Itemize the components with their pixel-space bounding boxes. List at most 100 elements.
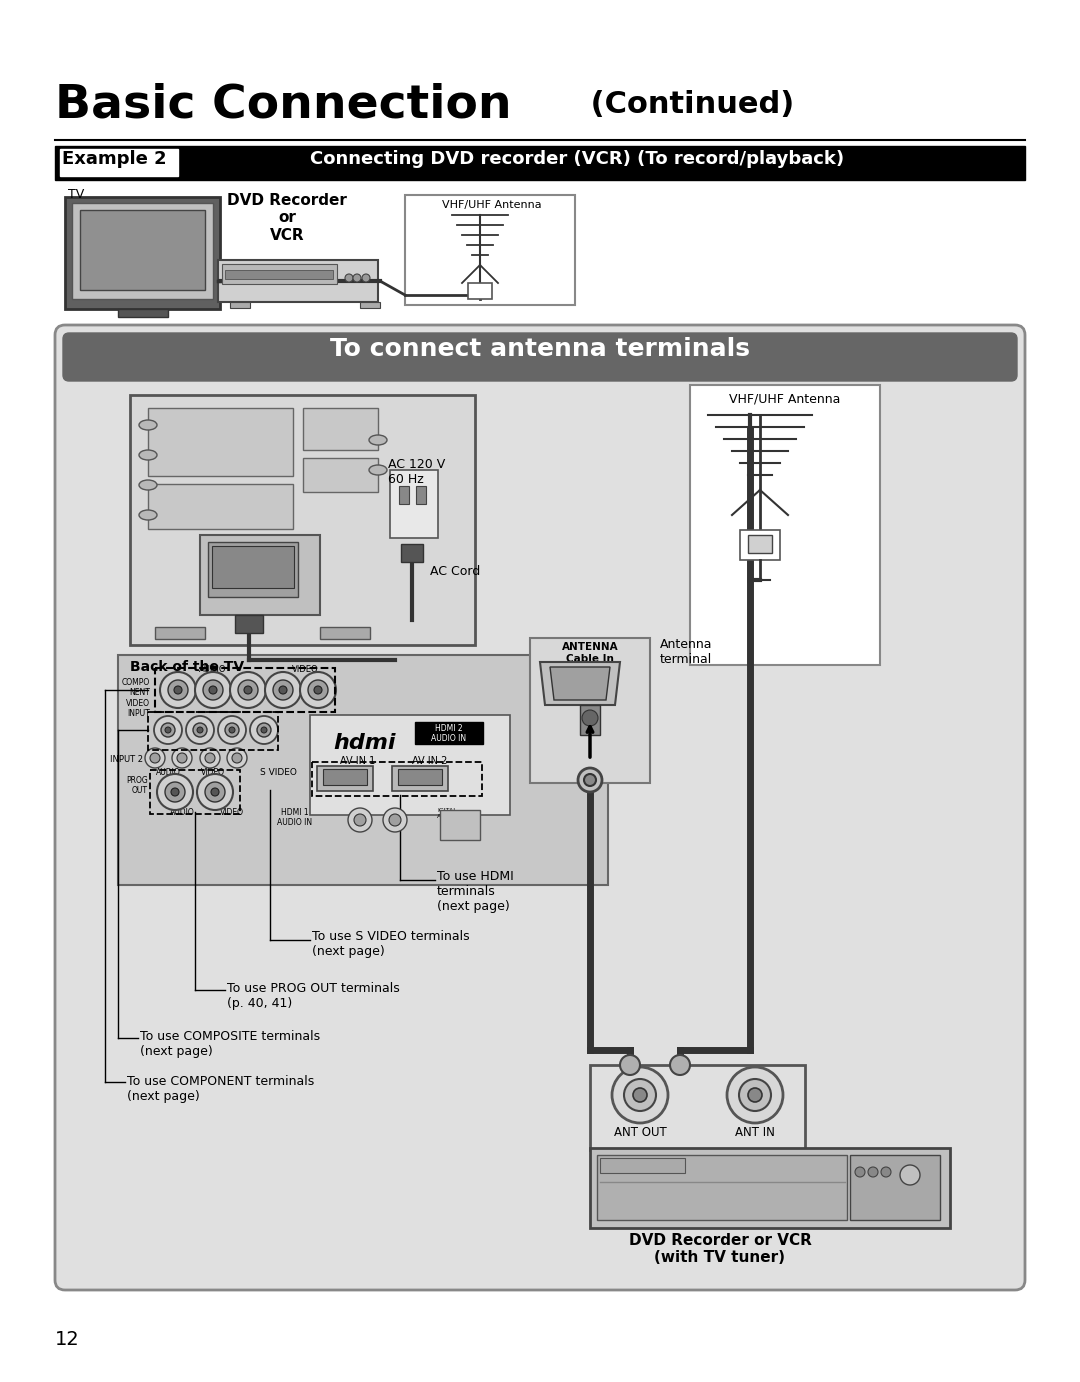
FancyBboxPatch shape <box>63 333 1017 381</box>
Bar <box>312 761 482 796</box>
Bar <box>530 638 650 784</box>
Ellipse shape <box>369 435 387 445</box>
Bar <box>399 486 409 504</box>
Circle shape <box>244 685 252 694</box>
Circle shape <box>171 788 179 796</box>
Ellipse shape <box>369 464 387 475</box>
Circle shape <box>633 1088 647 1101</box>
Bar <box>320 627 370 638</box>
Bar <box>590 1066 805 1150</box>
Text: VIDEO: VIDEO <box>220 808 244 817</box>
Bar <box>60 149 178 176</box>
Bar <box>303 408 378 451</box>
Circle shape <box>300 672 336 708</box>
Bar <box>80 210 205 290</box>
Text: To use COMPOSITE terminals
(next page): To use COMPOSITE terminals (next page) <box>140 1030 320 1059</box>
Circle shape <box>279 685 287 694</box>
Bar <box>303 457 378 492</box>
Bar <box>156 668 335 712</box>
Text: AUDIO: AUDIO <box>156 768 180 777</box>
Ellipse shape <box>139 480 157 491</box>
Circle shape <box>205 753 215 763</box>
Circle shape <box>582 710 598 726</box>
Text: DVD Recorder
or
VCR: DVD Recorder or VCR <box>227 193 347 243</box>
Bar <box>230 303 249 308</box>
Bar <box>740 531 780 560</box>
Circle shape <box>186 716 214 744</box>
Text: PROG
OUT: PROG OUT <box>126 777 148 796</box>
Circle shape <box>203 680 222 701</box>
Ellipse shape <box>139 420 157 430</box>
Text: ANT IN: ANT IN <box>735 1126 775 1139</box>
Text: To use S VIDEO terminals
(next page): To use S VIDEO terminals (next page) <box>312 930 470 958</box>
Circle shape <box>205 782 225 802</box>
Circle shape <box>308 680 328 701</box>
Bar <box>748 535 772 553</box>
Text: 12: 12 <box>55 1329 80 1349</box>
Bar <box>850 1155 940 1220</box>
Circle shape <box>257 723 271 737</box>
Text: INPUT 2: INPUT 2 <box>110 755 143 764</box>
Text: AC 120 V
60 Hz: AC 120 V 60 Hz <box>388 457 445 486</box>
Bar <box>690 386 880 665</box>
Bar <box>118 310 168 316</box>
Bar <box>148 408 293 475</box>
Text: AUDIO: AUDIO <box>199 665 227 674</box>
Bar <box>212 546 294 587</box>
Circle shape <box>620 1054 640 1075</box>
Circle shape <box>168 680 188 701</box>
Circle shape <box>227 748 247 768</box>
Text: Connecting DVD recorder (VCR) (To record/playback): Connecting DVD recorder (VCR) (To record… <box>310 151 845 169</box>
Bar <box>150 770 240 814</box>
Circle shape <box>145 748 165 768</box>
Circle shape <box>232 753 242 763</box>
Circle shape <box>174 685 183 694</box>
Text: To use COMPONENT terminals
(next page): To use COMPONENT terminals (next page) <box>127 1075 314 1103</box>
Bar <box>401 545 423 562</box>
Circle shape <box>229 727 235 732</box>
Text: COMPO
NENT
VIDEO
INPUT: COMPO NENT VIDEO INPUT <box>122 679 150 719</box>
Bar <box>468 283 492 299</box>
Text: Back of the TV: Back of the TV <box>130 661 244 674</box>
Ellipse shape <box>139 510 157 520</box>
Text: AV IN 2: AV IN 2 <box>413 756 448 766</box>
Bar <box>55 146 1025 180</box>
Text: ANTENNA
Cable In: ANTENNA Cable In <box>562 643 619 663</box>
Bar <box>222 264 337 283</box>
Circle shape <box>354 814 366 826</box>
Bar <box>225 269 333 279</box>
Text: ANT OUT: ANT OUT <box>613 1126 666 1139</box>
Text: S VIDEO: S VIDEO <box>260 768 297 777</box>
Circle shape <box>161 723 175 737</box>
Bar <box>235 615 264 633</box>
Text: To connect antenna terminals: To connect antenna terminals <box>330 337 750 361</box>
Circle shape <box>193 723 207 737</box>
Bar <box>72 203 213 299</box>
Text: To use PROG OUT terminals
(p. 40, 41): To use PROG OUT terminals (p. 40, 41) <box>227 983 400 1010</box>
Bar <box>360 303 380 308</box>
Ellipse shape <box>139 451 157 460</box>
Circle shape <box>197 727 203 732</box>
Bar <box>597 1155 847 1220</box>
Text: Basic Connection: Basic Connection <box>55 82 512 127</box>
Text: IGITAL
A IO OUT: IGITAL A IO OUT <box>437 808 465 818</box>
Text: HDMI 2
AUDIO IN: HDMI 2 AUDIO IN <box>431 724 467 744</box>
Circle shape <box>584 774 596 786</box>
Bar <box>399 768 442 785</box>
Text: VHF/UHF Antenna: VHF/UHF Antenna <box>442 200 542 210</box>
Circle shape <box>273 680 293 701</box>
Bar <box>200 535 320 615</box>
Circle shape <box>855 1166 865 1177</box>
Bar <box>130 395 475 645</box>
Circle shape <box>578 768 602 792</box>
Bar <box>310 714 510 815</box>
Circle shape <box>230 672 266 708</box>
Circle shape <box>195 672 231 708</box>
Bar <box>148 712 278 750</box>
Bar <box>440 810 480 840</box>
Circle shape <box>154 716 183 744</box>
Circle shape <box>739 1079 771 1111</box>
Text: VIDEO: VIDEO <box>292 665 319 674</box>
Text: TV: TV <box>68 188 84 200</box>
Circle shape <box>670 1054 690 1075</box>
